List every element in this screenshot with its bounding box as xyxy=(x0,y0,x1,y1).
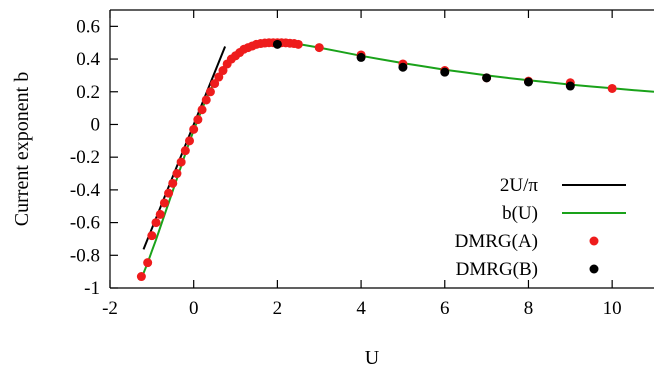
data-point xyxy=(197,105,207,115)
plot-frame xyxy=(109,9,654,289)
data-point xyxy=(205,87,215,97)
legend-sample-point xyxy=(589,264,599,274)
y-tick-label: -0.6 xyxy=(70,213,100,234)
data-point xyxy=(151,218,161,228)
data-point xyxy=(147,231,157,241)
x-tick-label: 4 xyxy=(356,298,366,319)
y-tick-label: -0.8 xyxy=(70,245,100,266)
x-tick-label: 2 xyxy=(273,298,283,319)
y-axis-title: Current exponent b xyxy=(11,72,33,226)
x-axis-title: U xyxy=(365,347,380,369)
data-point xyxy=(210,79,220,89)
y-tick-label: 0.4 xyxy=(76,49,100,70)
data-point xyxy=(143,258,153,268)
data-point xyxy=(159,198,169,208)
data-point xyxy=(176,157,186,167)
x-axis: -2 0 2 4 6 8 10 xyxy=(102,10,622,319)
data-point xyxy=(193,115,203,125)
data-point xyxy=(218,66,228,76)
data-point xyxy=(440,67,450,77)
data-point xyxy=(164,188,174,198)
legend-label: DMRG(A) xyxy=(455,231,538,252)
data-point xyxy=(185,136,195,146)
x-tick-label: 8 xyxy=(524,298,534,319)
data-point xyxy=(314,43,324,53)
data-point xyxy=(565,81,575,91)
y-tick-label: 0.6 xyxy=(76,16,100,37)
data-point xyxy=(189,124,199,134)
x-tick-label: -2 xyxy=(102,298,118,319)
data-point xyxy=(398,62,408,72)
y-tick-label: 0 xyxy=(91,114,101,135)
legend-label: b(U) xyxy=(502,203,538,224)
data-point xyxy=(172,169,182,179)
x-tick-label: 10 xyxy=(603,298,622,319)
data-point xyxy=(155,209,165,219)
data-point xyxy=(136,272,146,282)
data-point xyxy=(607,83,617,93)
legend-label: 2U/π xyxy=(500,175,539,196)
data-point xyxy=(214,72,224,82)
data-point xyxy=(356,52,366,62)
y-tick-label: -0.4 xyxy=(70,180,101,201)
data-point xyxy=(272,39,282,49)
y-tick-label: -1 xyxy=(84,278,100,299)
x-tick-label: 0 xyxy=(189,298,199,319)
data-point xyxy=(201,95,211,105)
data-point xyxy=(482,73,492,83)
series-layer xyxy=(136,38,654,282)
legend: 2U/π b(U) DMRG(A) DMRG(B) xyxy=(455,175,626,280)
legend-sample-point xyxy=(589,236,599,246)
y-tick-label: -0.2 xyxy=(70,147,100,168)
y-tick-label: 0.2 xyxy=(76,82,100,103)
data-point xyxy=(523,77,533,87)
legend-label: DMRG(B) xyxy=(456,259,538,280)
x-tick-label: 6 xyxy=(440,298,450,319)
data-point xyxy=(293,39,303,49)
data-point xyxy=(168,178,178,188)
y-axis: -1 -0.8 -0.6 -0.4 -0.2 0 0.2 0.4 0.6 xyxy=(70,16,118,299)
data-point xyxy=(180,146,190,156)
